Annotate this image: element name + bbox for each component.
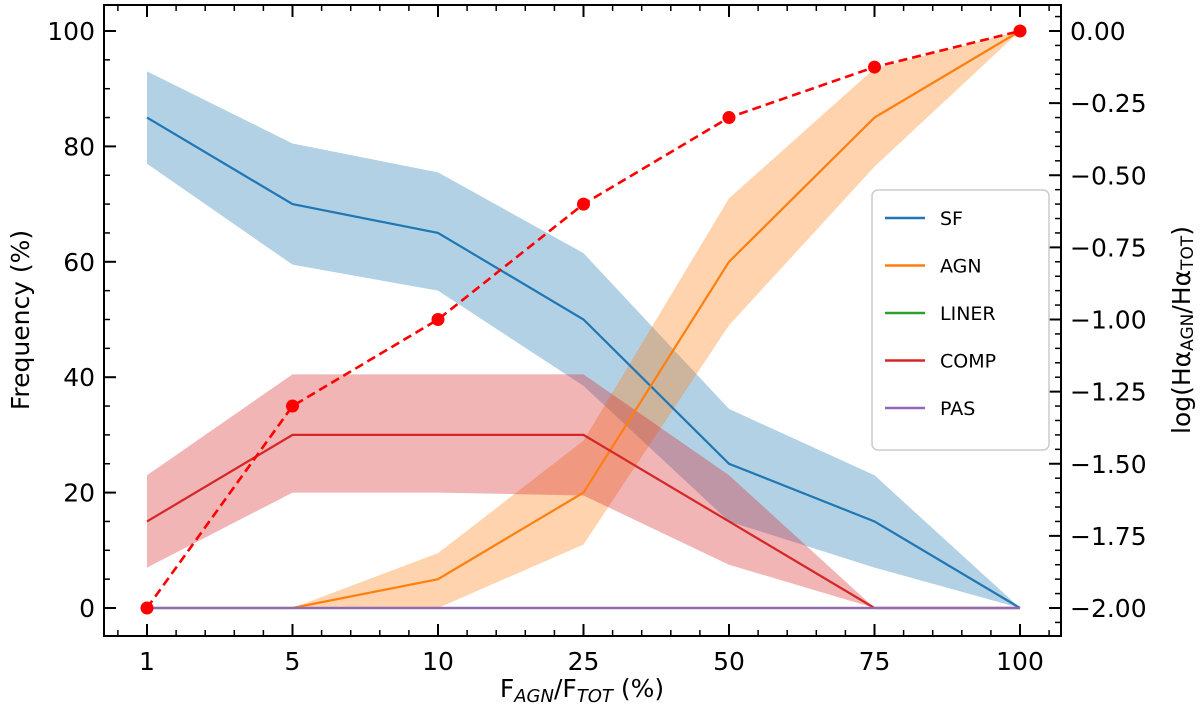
line-sf [146, 116, 1021, 609]
ratio-point-3 [577, 197, 590, 211]
ratio-point-4 [722, 111, 736, 125]
ratio-point-6 [1013, 24, 1027, 38]
y-right-tick-label: −0.50 [1070, 161, 1147, 190]
x-tick-label: 5 [285, 647, 301, 676]
x-title-sub2: TOT [577, 686, 615, 707]
legend-label-sf: SF [940, 208, 963, 230]
series-lines [146, 30, 1021, 610]
y-right-title-mid: /Hα [1167, 270, 1196, 314]
ratio-point-2 [431, 313, 445, 326]
y-right-title-sub1: AGN [1178, 314, 1198, 351]
legend-label-comp: COMP [940, 351, 996, 373]
log-ratio-series [140, 24, 1027, 615]
x-title-tail: (%) [613, 674, 664, 703]
band-sf [147, 71, 1020, 608]
tick-labels: 1 5 10 25 50 75 100 0 20 40 60 80 100 0.00 −0.25 −0.50 −… [47, 17, 1146, 676]
ratio-point-5 [868, 60, 881, 74]
y-right-tick-label: −1.25 [1070, 378, 1147, 407]
y-right-tick-label: 0.00 [1070, 17, 1126, 46]
x-title-mid: /F [554, 674, 577, 703]
y-right-tick-label: −0.75 [1070, 233, 1147, 262]
x-tick-label: 50 [713, 647, 745, 676]
legend-label-agn: AGN [940, 256, 982, 278]
y-left-tick-label: 60 [63, 248, 95, 277]
axis-ticks [104, 5, 1061, 636]
y-right-title-prefix: log(Hα [1167, 351, 1196, 434]
y-left-tick-label: 80 [63, 132, 95, 161]
x-tick-label: 100 [996, 647, 1044, 676]
y-right-title-suffix: ) [1167, 226, 1196, 236]
y-right-title-sub2: TOT [1178, 235, 1198, 271]
legend-box [871, 189, 1050, 451]
y-right-tick-label: −1.50 [1070, 450, 1147, 479]
y-right-tick-label: −2.00 [1070, 594, 1147, 623]
ratio-point-0 [140, 601, 154, 615]
y-axis-left-title: Frequency (%) [6, 230, 35, 410]
legend: SF AGN LINER COMP PAS [871, 189, 1050, 451]
y-axis-right-title: log(HαAGN/HαTOT) [1167, 226, 1198, 434]
x-axis-title: FAGN/FTOT (%) [500, 674, 664, 707]
x-tick-label: 1 [139, 647, 155, 676]
x-tick-label: 10 [422, 647, 454, 676]
x-tick-label: 75 [859, 647, 891, 676]
x-title-sub1: AGN [513, 686, 554, 707]
legend-label-pas: PAS [940, 398, 975, 420]
legend-label-liner: LINER [940, 303, 996, 325]
y-left-tick-label: 100 [47, 17, 95, 46]
x-title-main: F [500, 674, 514, 703]
y-right-tick-label: −0.25 [1070, 89, 1147, 118]
y-right-tick-label: −1.75 [1070, 522, 1147, 551]
y-left-tick-label: 40 [63, 363, 95, 392]
y-left-tick-label: 0 [79, 594, 95, 623]
ratio-point-1 [286, 399, 299, 413]
band-agn [147, 31, 1020, 608]
y-right-tick-label: −1.00 [1070, 306, 1147, 335]
y-left-tick-label: 20 [63, 479, 95, 508]
x-tick-label: 25 [568, 647, 600, 676]
